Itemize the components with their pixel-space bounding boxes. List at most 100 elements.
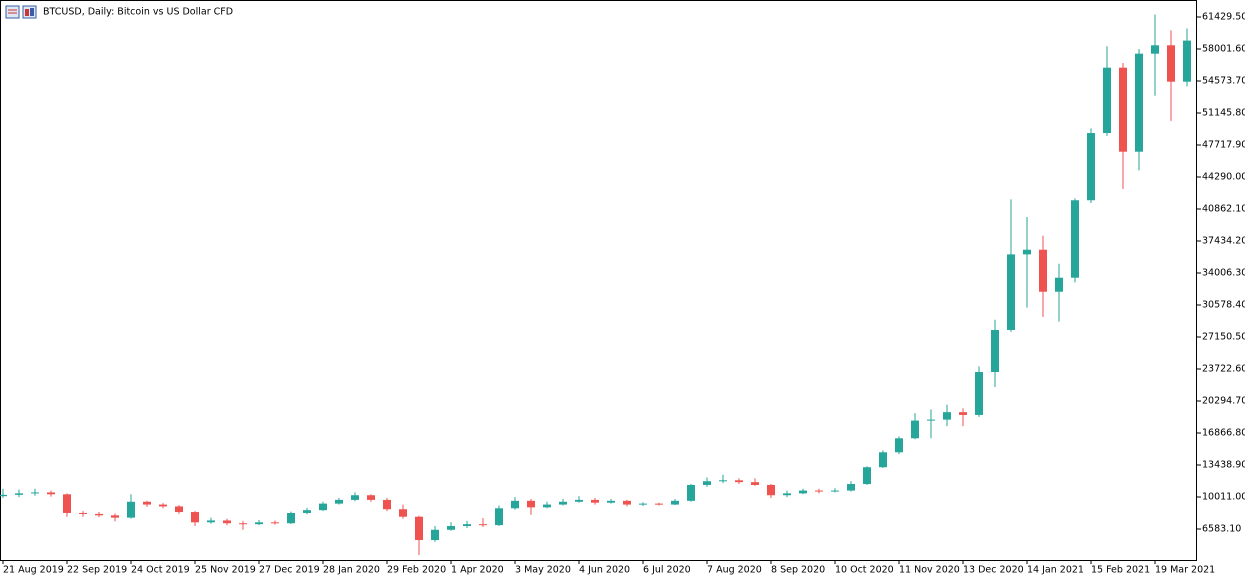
- candle-body: [1183, 40, 1191, 82]
- candle-body: [991, 330, 999, 373]
- candle-body: [543, 504, 551, 508]
- candle-body: [383, 499, 391, 510]
- x-tick-label: 19 Mar 2021: [1155, 565, 1215, 576]
- x-tick-label: 15 Feb 2021: [1091, 565, 1150, 576]
- candle-body: [1071, 200, 1079, 278]
- candle-body: [1135, 53, 1143, 152]
- x-tick-label: 21 Aug 2019: [3, 565, 64, 576]
- candle-body: [639, 503, 647, 505]
- y-tick-label: 23722.60: [1202, 363, 1245, 374]
- candle-body: [1007, 254, 1015, 331]
- candle-body: [1119, 67, 1127, 152]
- y-tick-label: 51145.80: [1202, 108, 1245, 119]
- candle-body: [575, 499, 583, 502]
- candle-body: [975, 372, 983, 415]
- candle-body: [607, 500, 615, 503]
- candle-body: [879, 452, 887, 468]
- y-tick-label: 54573.70: [1202, 76, 1245, 87]
- candle-body: [367, 495, 375, 500]
- candle-body: [1023, 249, 1031, 255]
- x-tick-label: 14 Jan 2021: [1027, 565, 1084, 576]
- candle-body: [863, 467, 871, 485]
- y-tick-label: 61429.50: [1202, 12, 1245, 23]
- candle-body: [1055, 277, 1063, 292]
- candle-body: [495, 508, 503, 526]
- candle-body: [527, 500, 535, 508]
- candle-body: [463, 524, 471, 527]
- candle-body: [63, 494, 71, 513]
- candle-body: [287, 512, 295, 524]
- y-tick-label: 30578.40: [1202, 300, 1245, 311]
- x-tick-label: 3 May 2020: [515, 565, 571, 576]
- candle-body: [399, 509, 407, 517]
- chart-title: BTCUSD, Daily: Bitcoin vs US Dollar CFD: [43, 7, 233, 18]
- x-tick-label: 10 Oct 2020: [835, 565, 894, 576]
- y-tick-label: 20294.70: [1202, 395, 1245, 406]
- candle-body: [415, 516, 423, 541]
- candle-body: [799, 490, 807, 494]
- candle-body: [847, 484, 855, 491]
- y-tick-label: 10011.00: [1202, 491, 1245, 502]
- candle-body: [735, 480, 743, 483]
- candle-body: [927, 419, 935, 421]
- candle-body: [719, 480, 727, 482]
- candle-body: [127, 501, 135, 518]
- candle-body: [591, 499, 599, 503]
- candle-body: [31, 492, 39, 494]
- candle-body: [479, 524, 487, 526]
- candle-body: [959, 412, 967, 415]
- candle-body: [255, 522, 263, 525]
- candle-body: [159, 504, 167, 507]
- x-tick-label: 8 Sep 2020: [771, 565, 825, 576]
- candle-body: [447, 526, 455, 530]
- x-tick-label: 22 Sep 2019: [67, 565, 127, 576]
- candle-body: [191, 512, 199, 523]
- candle-body: [831, 490, 839, 492]
- candle-body: [559, 501, 567, 505]
- candle-body: [1039, 249, 1047, 292]
- y-tick-label: 58001.60: [1202, 44, 1245, 55]
- x-tick-label: 4 Jun 2020: [579, 565, 630, 576]
- candle-body: [79, 512, 87, 514]
- candle-body: [1087, 133, 1095, 201]
- y-tick-label: 34006.30: [1202, 268, 1245, 279]
- x-tick-label: 13 Dec 2020: [963, 565, 1024, 576]
- x-tick-label: 7 Aug 2020: [707, 565, 762, 576]
- x-tick-label: 25 Nov 2019: [195, 565, 256, 576]
- x-tick-label: 1 Apr 2020: [451, 565, 504, 576]
- x-tick-label: 11 Nov 2020: [899, 565, 960, 576]
- candle-body: [351, 495, 359, 500]
- candle-body: [207, 520, 215, 523]
- plot-frame: [0, 0, 1197, 561]
- x-tick-label: 27 Dec 2019: [259, 565, 320, 576]
- candle-body: [335, 499, 343, 504]
- candle-body: [1151, 45, 1159, 54]
- y-tick-label: 6583.10: [1202, 523, 1241, 534]
- candle-body: [783, 493, 791, 496]
- candle-body: [143, 501, 151, 505]
- y-tick-label: 47717.90: [1202, 140, 1245, 151]
- candle-body: [319, 503, 327, 511]
- x-tick-label: 28 Jan 2020: [323, 565, 380, 576]
- y-tick-label: 27150.50: [1202, 331, 1245, 342]
- y-tick-label: 37434.20: [1202, 236, 1245, 247]
- y-tick-label: 40862.10: [1202, 204, 1245, 215]
- candle-body: [223, 520, 231, 524]
- candle-body: [911, 420, 919, 439]
- x-tick-label: 24 Oct 2019: [131, 565, 190, 576]
- candle-body: [111, 515, 119, 518]
- candle-body: [15, 493, 23, 495]
- candle-body: [815, 490, 823, 492]
- candle-body: [1103, 67, 1111, 134]
- y-tick-label: 16866.80: [1202, 427, 1245, 438]
- candle-body: [95, 513, 103, 516]
- y-tick-label: 44290.00: [1202, 172, 1245, 183]
- candle-body: [511, 500, 519, 509]
- candle-body: [271, 522, 279, 524]
- y-tick-label: 13438.90: [1202, 459, 1245, 470]
- candle-body: [751, 482, 759, 485]
- candle-body: [47, 492, 55, 495]
- candle-body: [703, 481, 711, 485]
- candle-body: [895, 438, 903, 453]
